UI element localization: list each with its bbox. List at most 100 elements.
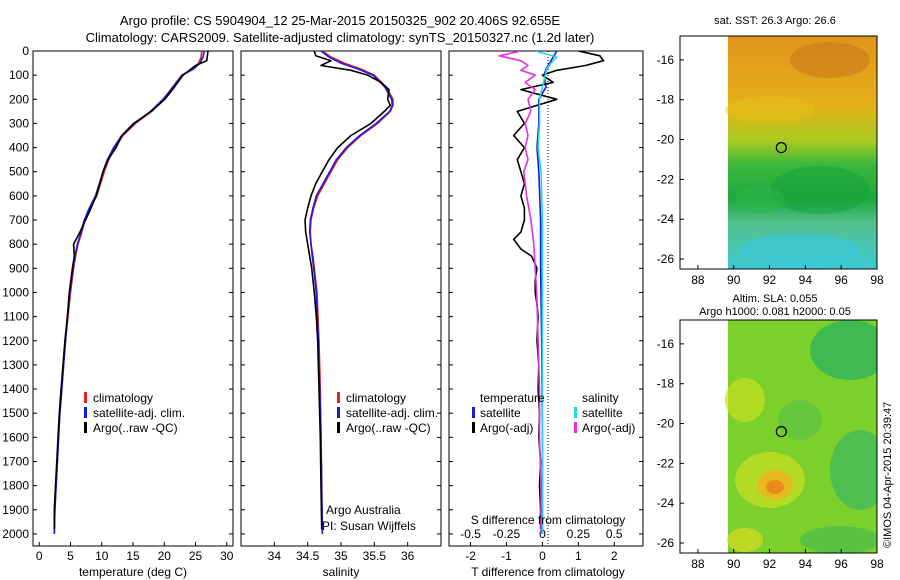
temperature-depth-axis: 0 100 200 300 400 500 600 700 800 900 1000 1100 1200… — [2, 44, 233, 541]
legend-temp-sat: satellite — [480, 406, 521, 420]
lat-tick-label: -20 — [657, 417, 675, 431]
legend-swatch-sat — [84, 407, 87, 418]
lat-tick-label: -26 — [657, 536, 675, 550]
legend-sat: satellite-adj. clim. — [346, 406, 438, 420]
lon-tick-label: 90 — [727, 557, 741, 571]
salinity-xlabel: salinity — [323, 565, 360, 579]
x-tick-label: 0 — [36, 549, 43, 563]
x-tick-label: -1 — [501, 549, 512, 563]
temperature-argo-line — [53, 51, 209, 530]
difference-legend: temperature satellite Argo(-adj) salinit… — [472, 391, 635, 435]
depth-tick-label: 1100 — [3, 310, 29, 324]
sst-field-texture — [725, 42, 870, 266]
sla-map-panel: Altim. SLA: 0.055 Argo h1000: 0.081 h200… — [657, 293, 884, 571]
argo-australia-label: Argo Australia — [326, 503, 401, 517]
depth-tick-label: 500 — [9, 165, 29, 179]
sla-field — [725, 320, 877, 553]
depth-tick-label: 900 — [9, 261, 29, 275]
sla-map-axes: 88 90 92 94 96 98 -16 -18 -20 -22 -24 -26 — [657, 337, 884, 571]
difference-x-axis: -2 -1 0 1 2 -0.5 -0.25 0 0.25 0.5 — [460, 527, 623, 563]
x-tick-label: 34 — [268, 549, 282, 563]
x-tick-label: 0 — [539, 549, 546, 563]
depth-tick-label: 1300 — [2, 358, 29, 372]
depth-tick-label: 300 — [9, 116, 29, 130]
legend-swatch-argo — [84, 422, 87, 433]
s-diff-tick-label: 0.25 — [567, 527, 591, 541]
sla-map-frame — [679, 319, 878, 554]
lat-tick-label: -16 — [657, 53, 675, 67]
x-tick-label: 35 — [334, 549, 348, 563]
x-tick-label: 10 — [95, 549, 109, 563]
x-tick-label: 15 — [126, 549, 140, 563]
x-tick-label: 25 — [189, 549, 203, 563]
x-tick-label: 1 — [575, 549, 582, 563]
sst-map-axes: 88 90 92 94 96 98 -16 -18 -20 -22 -24 -26 — [657, 53, 884, 287]
depth-tick-label: 0 — [22, 44, 29, 58]
x-tick-label: 35.5 — [363, 549, 387, 563]
lon-tick-label: 88 — [691, 557, 705, 571]
t-diff-xlabel: T difference from climatology — [471, 565, 625, 579]
salinity-depth-ticks — [241, 50, 441, 535]
salinity-frame — [240, 50, 442, 547]
x-tick-label: 2 — [611, 549, 618, 563]
legend-sal-sat: satellite — [582, 406, 623, 420]
lat-tick-label: -24 — [657, 212, 675, 226]
s-diff-tick-label: -0.25 — [493, 527, 521, 541]
legend-swatch-tsat — [472, 407, 475, 418]
difference-depth-ticks — [449, 50, 643, 535]
x-tick-label: 5 — [67, 549, 74, 563]
s-diff-tick-label: -0.5 — [460, 527, 481, 541]
legend-sat: satellite-adj. clim. — [93, 406, 185, 420]
lon-tick-label: 92 — [763, 273, 777, 287]
x-tick-label: 30 — [220, 549, 234, 563]
lon-tick-label: 92 — [763, 557, 777, 571]
salinity-lines — [304, 51, 394, 534]
difference-panel: -2 -1 0 1 2 -0.5 -0.25 0 0.25 0.5 T difference fr… — [448, 50, 644, 579]
lat-tick-label: -16 — [657, 337, 675, 351]
salinity-x-axis: 34 34.5 35 35.5 36 — [268, 542, 415, 563]
lon-tick-label: 98 — [870, 273, 884, 287]
s-diff-argo-line — [498, 51, 542, 534]
legend-argo: Argo(..raw -QC) — [93, 421, 178, 435]
depth-tick-label: 100 — [9, 68, 29, 82]
temperature-legend: climatology satellite-adj. clim. Argo(..… — [84, 391, 185, 435]
legend-swatch-ssat — [574, 407, 577, 418]
lon-tick-label: 96 — [835, 273, 849, 287]
temperature-lines — [53, 51, 209, 534]
title-line2: Climatology: CARS2009. Satellite-adjuste… — [86, 30, 595, 45]
depth-tick-label: 1600 — [2, 430, 29, 444]
difference-frame — [448, 50, 644, 547]
lat-tick-label: -20 — [657, 133, 675, 147]
legend-clim: climatology — [346, 391, 406, 405]
difference-lines — [498, 51, 605, 534]
s-diff-sat-line — [534, 51, 558, 534]
lon-tick-label: 88 — [691, 273, 705, 287]
x-tick-label: 36 — [401, 549, 415, 563]
depth-tick-label: 700 — [9, 213, 29, 227]
sst-map-title: sat. SST: 26.3 Argo: 26.6 — [714, 15, 836, 27]
pi-label: PI: Susan Wijffels — [322, 519, 416, 533]
lon-tick-label: 94 — [799, 557, 813, 571]
depth-tick-label: 200 — [9, 92, 29, 106]
lon-tick-label: 96 — [835, 557, 849, 571]
lat-tick-label: -22 — [657, 172, 675, 186]
depth-tick-label: 1000 — [2, 285, 29, 299]
title-line1: Argo profile: CS 5904904_12 25-Mar-2015 … — [120, 13, 561, 28]
x-tick-label: 20 — [158, 549, 172, 563]
legend-swatch-clim — [337, 392, 340, 403]
lat-tick-label: -18 — [657, 377, 675, 391]
lat-tick-label: -26 — [657, 252, 675, 266]
legend-argo: Argo(..raw -QC) — [346, 421, 431, 435]
lat-tick-label: -18 — [657, 93, 675, 107]
depth-tick-label: 1800 — [2, 479, 29, 493]
temperature-xlabel: temperature (deg C) — [79, 565, 187, 579]
s-diff-tick-label: 0 — [539, 527, 546, 541]
t-diff-argo-line — [512, 51, 605, 530]
sst-map-panel: sat. SST: 26.3 Argo: 26.6 88 90 92 94 96 98 -1… — [657, 15, 884, 287]
argo-location-marker — [775, 426, 787, 438]
depth-tick-label: 1500 — [2, 406, 29, 420]
depth-tick-label: 800 — [9, 237, 29, 251]
legend-swatch-clim — [84, 392, 87, 403]
depth-tick-label: 1200 — [2, 334, 29, 348]
